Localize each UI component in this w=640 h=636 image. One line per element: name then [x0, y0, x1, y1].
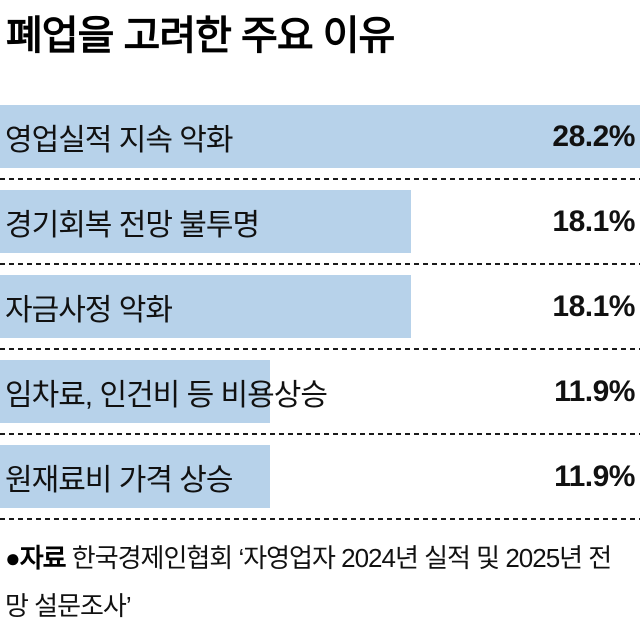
- bar: [0, 360, 271, 423]
- bar-label: 경기회복 전망 불투명: [5, 208, 260, 242]
- chart-title: 폐업을 고려한 주요 이유: [6, 14, 395, 58]
- bar-label: 영업실적 지속 악화: [5, 123, 233, 157]
- bar: [0, 445, 271, 508]
- bar-row: 임차료, 인건비 등 비용상승 11.9%: [0, 360, 640, 423]
- dashed-separator: [0, 348, 640, 350]
- bar: [0, 105, 640, 168]
- bar-label: 임차료, 인건비 등 비용상승: [5, 378, 328, 412]
- bar-value: 18.1%: [552, 204, 635, 238]
- bar-value: 11.9%: [554, 374, 635, 408]
- source-text: 한국경제인협회 ‘자영업자 2024년 실적 및 2025년 전망 설문조사’: [5, 543, 612, 621]
- bar: [0, 190, 411, 253]
- bar-value: 11.9%: [554, 459, 635, 493]
- bar-row: 경기회복 전망 불투명 18.1%: [0, 190, 640, 253]
- bar: [0, 275, 411, 338]
- bar-row: 원재료비 가격 상승 11.9%: [0, 445, 640, 508]
- dashed-separator: [0, 518, 640, 520]
- source-label: ●자료: [5, 543, 67, 573]
- bar-label: 원재료비 가격 상승: [5, 463, 233, 497]
- bar-label: 자금사정 악화: [5, 293, 173, 327]
- source-line: ●자료 한국경제인협회 ‘자영업자 2024년 실적 및 2025년 전망 설문…: [5, 534, 632, 630]
- dashed-separator: [0, 433, 640, 435]
- dashed-separator: [0, 263, 640, 265]
- dashed-separator: [0, 178, 640, 180]
- bar-value: 28.2%: [552, 119, 635, 153]
- bar-row: 자금사정 악화 18.1%: [0, 275, 640, 338]
- bar-row: 영업실적 지속 악화 28.2%: [0, 105, 640, 168]
- bar-chart: 영업실적 지속 악화 28.2% 경기회복 전망 불투명 18.1% 자금사정 악화 18…: [0, 105, 640, 520]
- bar-value: 18.1%: [552, 289, 635, 323]
